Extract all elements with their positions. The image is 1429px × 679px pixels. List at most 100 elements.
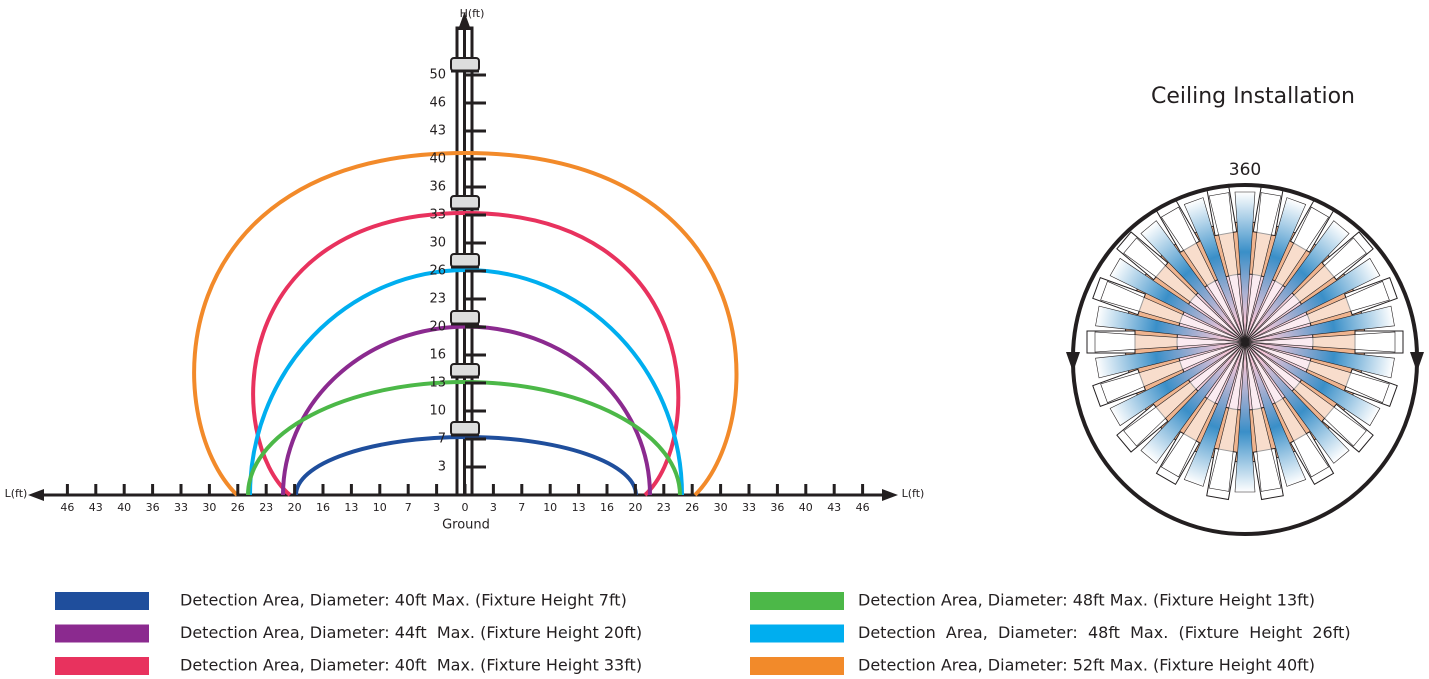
ray xyxy=(1244,331,1396,353)
ray xyxy=(1244,341,1350,464)
l-tick-label: 30 xyxy=(202,501,216,514)
l-tick-label: 30 xyxy=(714,501,728,514)
fixtures xyxy=(450,57,480,437)
legend-text: Detection Area, Diameter: 52ft Max. (Fix… xyxy=(858,656,1315,675)
ray xyxy=(1244,341,1330,478)
h-tick-label: 23 xyxy=(429,292,446,307)
h-tick-label: 7 xyxy=(438,432,446,447)
legend-swatch xyxy=(750,657,844,675)
ray xyxy=(1244,197,1307,343)
fixture xyxy=(450,310,480,325)
ray xyxy=(1140,341,1246,464)
l-tick-label: 10 xyxy=(373,501,387,514)
arc xyxy=(192,150,739,497)
ray xyxy=(1095,305,1246,343)
ray xyxy=(1244,341,1395,379)
legend-text: Detection Area, Diameter: 44ft Max. (Fix… xyxy=(180,623,642,642)
h-tick-label: 36 xyxy=(429,180,446,195)
rotation-label: 360 xyxy=(1229,160,1261,180)
fixture xyxy=(450,195,480,210)
l-axis-label: L(ft) xyxy=(5,487,28,500)
h-tick-label: 30 xyxy=(429,236,446,251)
l-tick-label: 26 xyxy=(685,501,699,514)
l-tick-label: 20 xyxy=(288,501,302,514)
h-tick-label: 3 xyxy=(438,460,446,475)
h-tick-label: 16 xyxy=(429,348,446,363)
ray xyxy=(1208,341,1246,492)
l-tick-label: 33 xyxy=(174,501,188,514)
l-tick-label: 13 xyxy=(572,501,586,514)
legend-swatch xyxy=(750,624,844,643)
ray xyxy=(1244,341,1282,492)
h-tick-label: 20 xyxy=(429,320,446,335)
l-tick-label: 40 xyxy=(799,501,813,514)
ray xyxy=(1123,341,1246,447)
legend-text: Detection Area, Diameter: 48ft Max. (Fix… xyxy=(858,623,1351,642)
l-tick-label: 23 xyxy=(657,501,671,514)
l-tick-label: 10 xyxy=(543,501,557,514)
h-axis-label: H(ft) xyxy=(460,7,485,20)
ray xyxy=(1244,341,1307,487)
ray xyxy=(1100,280,1246,343)
detection-arcs xyxy=(192,150,739,497)
l-tick-label: 13 xyxy=(344,501,358,514)
arc xyxy=(294,435,638,496)
ray xyxy=(1244,257,1381,343)
h-tick-label: 43 xyxy=(429,124,446,139)
l-axis-arrow xyxy=(882,489,898,501)
l-tick-label: 3 xyxy=(490,501,497,514)
ceiling-pattern: 360 xyxy=(1066,158,1424,536)
legend-swatch xyxy=(750,592,844,610)
ray xyxy=(1109,341,1246,427)
h-axis-arrow xyxy=(458,12,471,30)
l-tick-label: 20 xyxy=(628,501,642,514)
ray xyxy=(1208,192,1246,343)
ray xyxy=(1244,237,1367,343)
ray xyxy=(1160,206,1246,343)
l-tick-label: 16 xyxy=(316,501,330,514)
ray xyxy=(1160,341,1246,478)
h-tick-label: 40 xyxy=(429,152,446,167)
l-tick-label: 3 xyxy=(433,501,440,514)
legend-text: Detection Area, Diameter: 40ft Max. (Fix… xyxy=(180,656,642,675)
fixture xyxy=(450,363,480,378)
legend-swatch xyxy=(55,657,149,675)
l-tick-label: 36 xyxy=(146,501,160,514)
arc xyxy=(246,380,682,496)
h-tick-label: 13 xyxy=(429,376,446,391)
h-tick-label: 46 xyxy=(429,96,446,111)
arc xyxy=(251,210,681,497)
legend-text: Detection Area, Diameter: 48ft Max. (Fix… xyxy=(858,591,1315,610)
ray xyxy=(1244,341,1381,427)
fixture xyxy=(450,57,480,72)
l-tick-label: 43 xyxy=(89,501,103,514)
ground-label: Ground xyxy=(442,518,490,533)
ray xyxy=(1095,341,1246,379)
l-tick-label: 46 xyxy=(856,501,870,514)
l-axis-label: L(ft) xyxy=(902,487,925,500)
l-axis-arrow xyxy=(28,489,44,501)
ray xyxy=(1183,341,1246,487)
ray xyxy=(1244,220,1350,343)
ray xyxy=(1183,197,1246,343)
l-tick-label: 33 xyxy=(742,501,756,514)
rotation-ring xyxy=(1071,183,1419,358)
l-tick-label: 26 xyxy=(231,501,245,514)
ray xyxy=(1234,341,1256,493)
ray xyxy=(1094,331,1246,353)
ray xyxy=(1100,341,1246,404)
ray xyxy=(1244,192,1282,343)
legend-swatch xyxy=(55,592,149,610)
h-tick-label: 10 xyxy=(429,404,446,419)
h-tick-label: 50 xyxy=(429,68,446,83)
l-tick-label: 7 xyxy=(518,501,525,514)
ray xyxy=(1244,341,1367,447)
ray xyxy=(1123,237,1246,343)
ray xyxy=(1109,257,1246,343)
ray xyxy=(1140,220,1246,343)
fixture xyxy=(450,421,480,436)
ray xyxy=(1244,206,1330,343)
l-tick-label: 40 xyxy=(117,501,131,514)
l-tick-label: 23 xyxy=(259,501,273,514)
